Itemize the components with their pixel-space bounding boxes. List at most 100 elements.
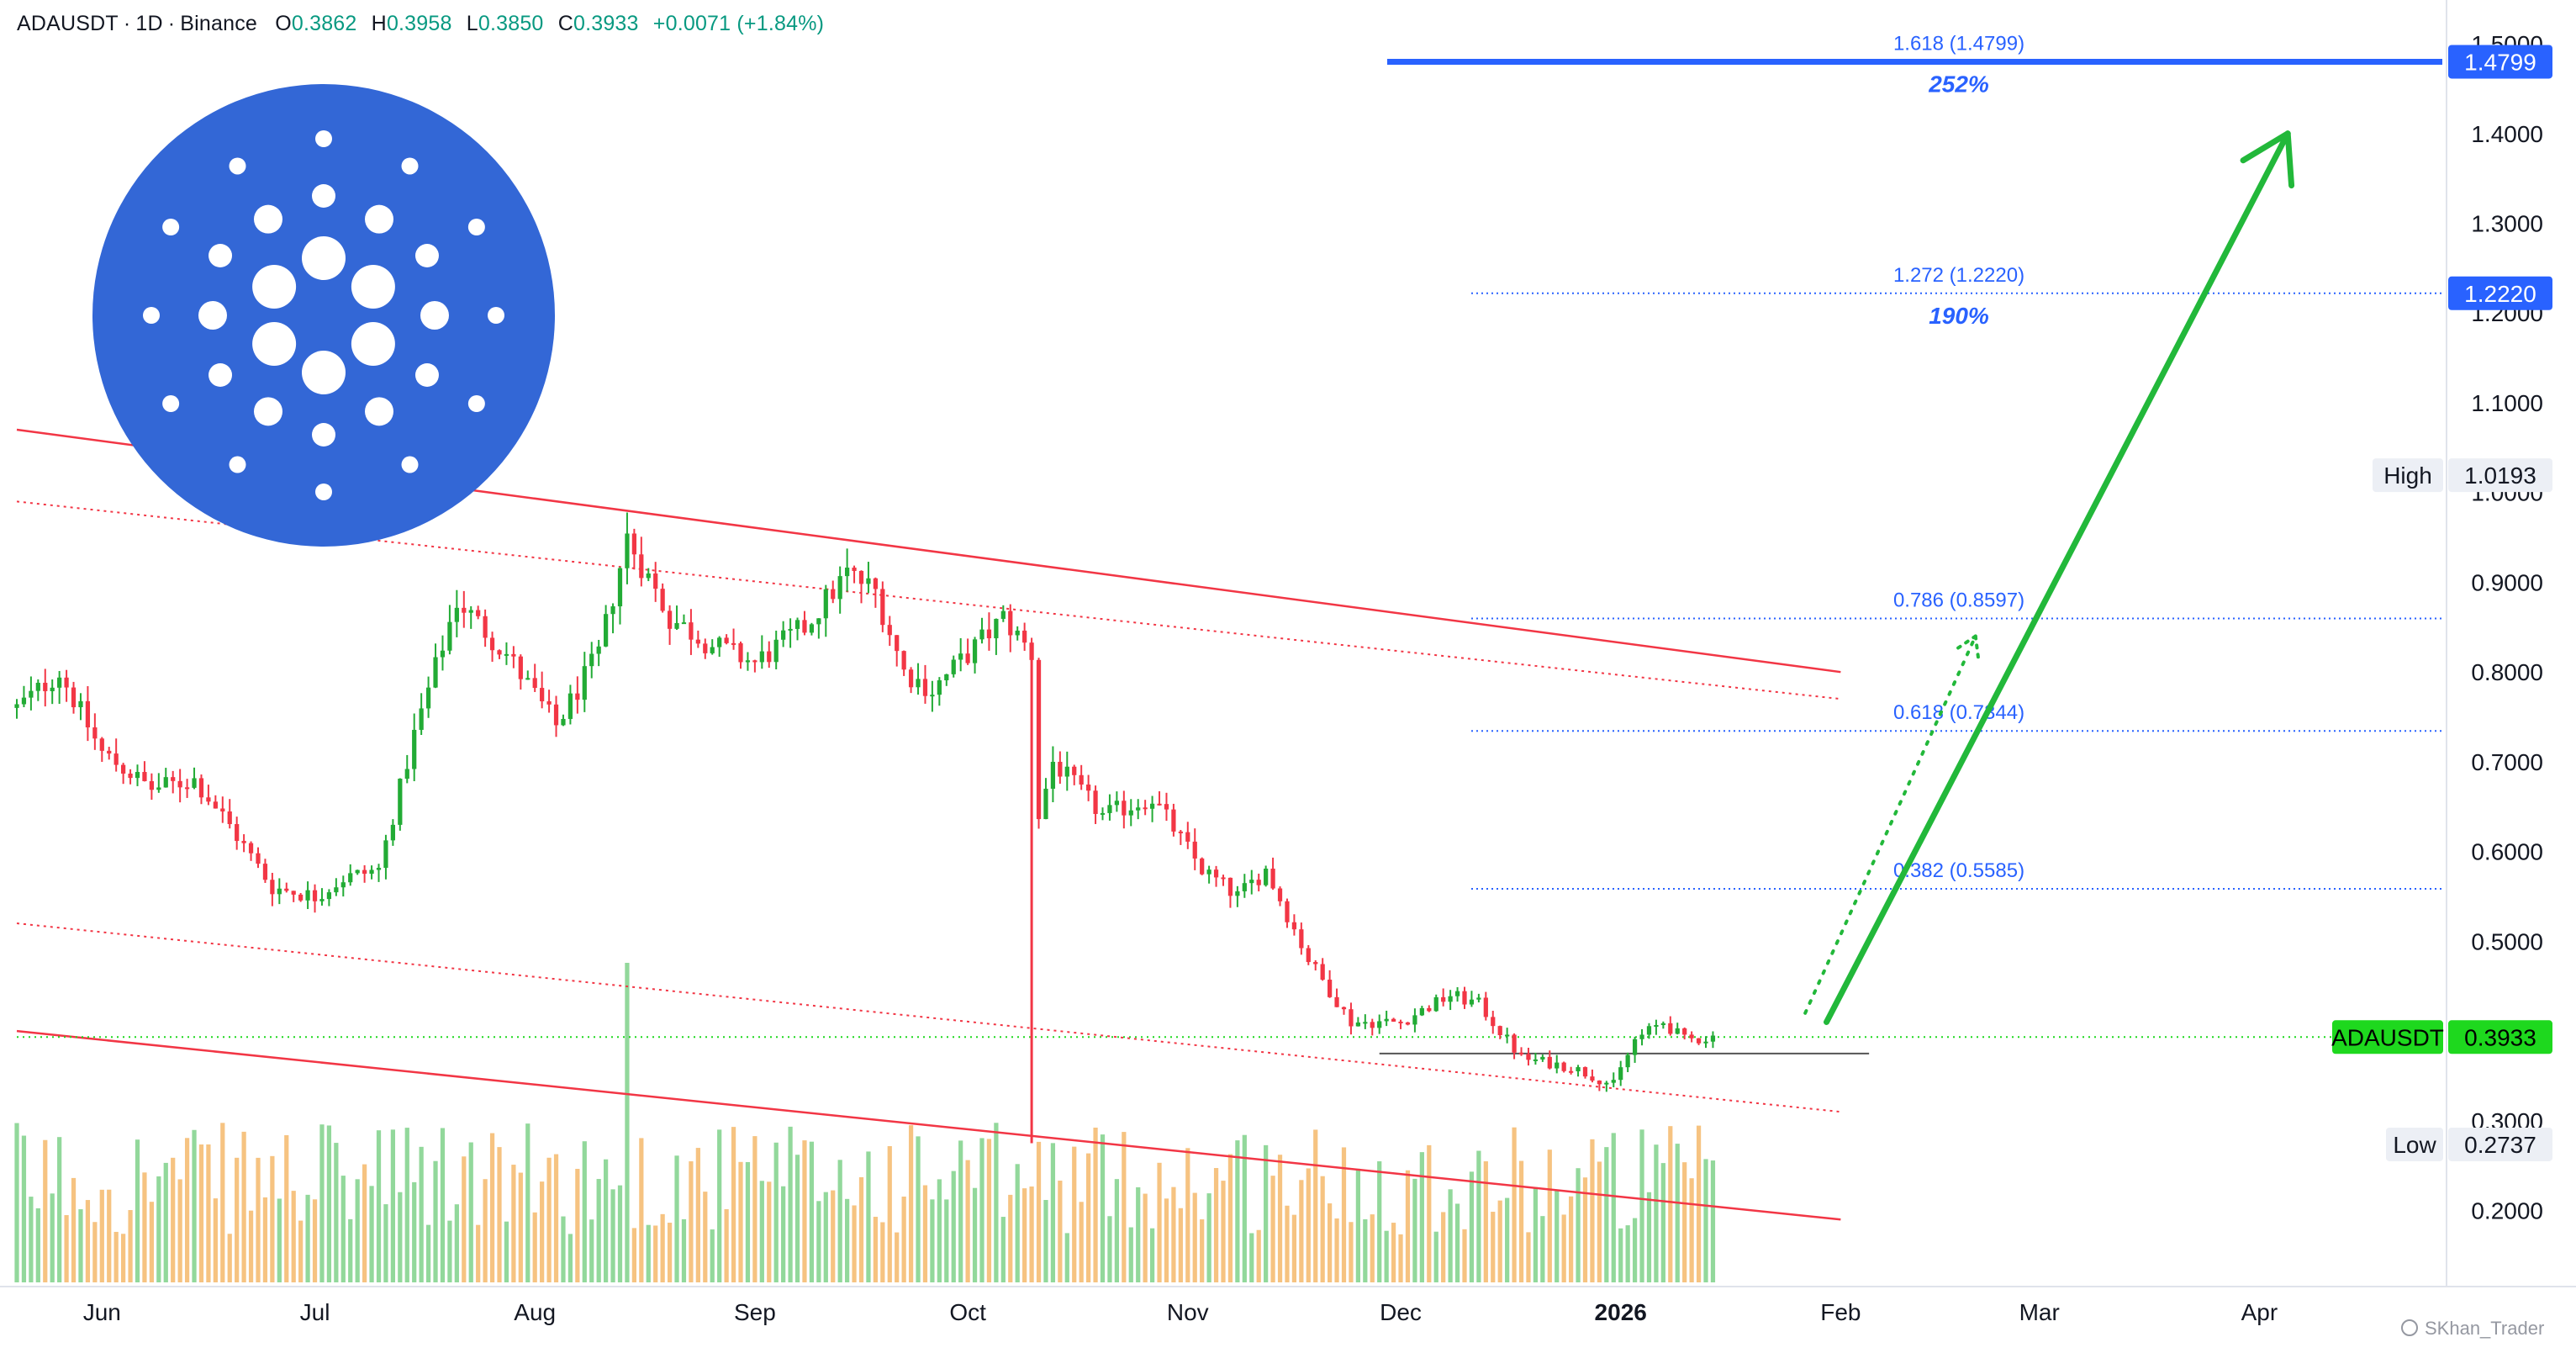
volume-bar: [390, 1129, 395, 1282]
price-tags: 1.4799 1.2220 1.0193 High 0.3933 ADAUSDT 0.273…: [2331, 45, 2552, 1161]
volume-bar: [489, 1133, 495, 1282]
volume-bar: [1100, 1134, 1106, 1282]
volume-bar: [1370, 1214, 1375, 1282]
symbol-header[interactable]: ADAUSDT · 1D · Binance O0.3862 H0.3958 L0.38…: [17, 12, 825, 35]
volume-bar: [14, 1123, 19, 1282]
candle-body: [1043, 788, 1048, 820]
volume-bar: [1441, 1212, 1446, 1282]
candle-body: [1256, 880, 1261, 885]
candle-body: [447, 621, 452, 651]
volume-bar: [1569, 1196, 1574, 1282]
candle-body: [1590, 1076, 1595, 1081]
candle-body: [1419, 1007, 1424, 1016]
volume-bar: [21, 1135, 27, 1282]
volume-bar: [163, 1162, 168, 1282]
logo-dot: [302, 236, 346, 280]
volume-bar: [922, 1185, 928, 1282]
candle-body: [163, 777, 168, 788]
candle-body: [184, 787, 190, 790]
price-tag-box: [2448, 45, 2552, 79]
volume-bar: [1171, 1187, 1176, 1282]
interval[interactable]: 1D: [135, 12, 163, 35]
candle-body: [1306, 948, 1311, 963]
volume-bar: [1022, 1188, 1027, 1282]
volume-bar: [504, 1221, 509, 1282]
volume-bar: [1264, 1144, 1269, 1282]
volume-bar: [107, 1189, 112, 1282]
candle-body: [334, 887, 339, 893]
candle-body: [724, 637, 729, 643]
fib-level-label: 0.786 (0.8597): [1893, 589, 2024, 611]
logo-circle: [92, 84, 555, 547]
volume-bar: [667, 1223, 673, 1282]
candle-body: [880, 589, 885, 626]
volume-bar: [710, 1229, 715, 1282]
candle-body: [92, 727, 98, 739]
logo-dot: [254, 204, 282, 234]
candle-body: [858, 570, 864, 584]
candle-body: [540, 688, 545, 701]
candle-body: [113, 753, 119, 765]
volume-bar: [589, 1219, 594, 1282]
price-axis[interactable]: 1.50001.40001.30001.20001.10001.00000.90…: [2471, 31, 2543, 1224]
logo-dot: [414, 244, 439, 267]
price-tag-label: ADAUSDT: [2331, 1024, 2444, 1050]
candle-body: [227, 811, 232, 825]
volume-bar: [128, 1210, 133, 1282]
time-axis[interactable]: Jun Jul Aug Sep Oct Nov Dec 2026 Feb Mar Apr: [83, 1299, 2278, 1325]
volume-bar: [1377, 1161, 1382, 1282]
logo-dot: [365, 204, 393, 234]
volume-bar: [135, 1139, 140, 1282]
volume-bar: [852, 1205, 857, 1282]
candle-body: [1178, 831, 1183, 833]
candle-body: [958, 653, 963, 660]
candle-body: [511, 653, 516, 657]
candle-body: [1597, 1081, 1602, 1085]
volume-bar: [1632, 1218, 1638, 1282]
candle-body: [1476, 997, 1481, 1000]
candle-body: [1384, 1018, 1389, 1022]
symbol-name[interactable]: ADAUSDT: [17, 12, 119, 35]
volume-bar: [419, 1146, 424, 1282]
volume-bar: [575, 1169, 580, 1282]
volume-bar: [1313, 1129, 1318, 1282]
candle-body: [1050, 761, 1056, 789]
candle-body: [1483, 997, 1488, 1017]
volume-bar: [532, 1212, 537, 1282]
fib-percent-label: 252%: [1928, 71, 1989, 97]
time-axis-tick: Feb: [1820, 1299, 1861, 1325]
projection-arrows: [1803, 130, 2295, 1025]
volume-bar: [57, 1137, 62, 1282]
volume-bar: [1384, 1230, 1389, 1282]
tradingview-icon: [2401, 1319, 2418, 1336]
candle-body: [667, 610, 673, 629]
volume-bar: [1497, 1200, 1502, 1282]
volume-bar: [355, 1179, 360, 1282]
candle-body: [1689, 1034, 1694, 1039]
volume-bar: [858, 1176, 864, 1282]
volume-bar: [1625, 1225, 1630, 1282]
fib-level-label: 0.382 (0.5585): [1893, 859, 2024, 882]
volume-bar: [518, 1172, 523, 1282]
volume-bar: [773, 1142, 779, 1282]
watermark-text: SKhan_Trader: [2425, 1318, 2544, 1339]
volume-bar: [1143, 1193, 1148, 1282]
candle-body: [525, 678, 531, 680]
volume-bar: [908, 1125, 914, 1282]
candle-body: [567, 693, 573, 719]
candle-body: [965, 653, 970, 663]
volume-bar: [1093, 1127, 1098, 1282]
candle-body: [348, 873, 353, 883]
volume-bar: [1526, 1232, 1531, 1282]
candle-body: [1072, 766, 1077, 775]
candle-body: [419, 708, 424, 730]
candle-body: [738, 642, 743, 663]
candle-body: [752, 660, 757, 663]
fib-level-label: 1.272 (1.2220): [1893, 264, 2024, 287]
candle-body: [689, 622, 694, 640]
candle-body: [831, 589, 836, 600]
volume-bar: [1227, 1154, 1233, 1282]
volume-bar: [319, 1124, 325, 1282]
time-axis-tick: Nov: [1167, 1299, 1209, 1325]
